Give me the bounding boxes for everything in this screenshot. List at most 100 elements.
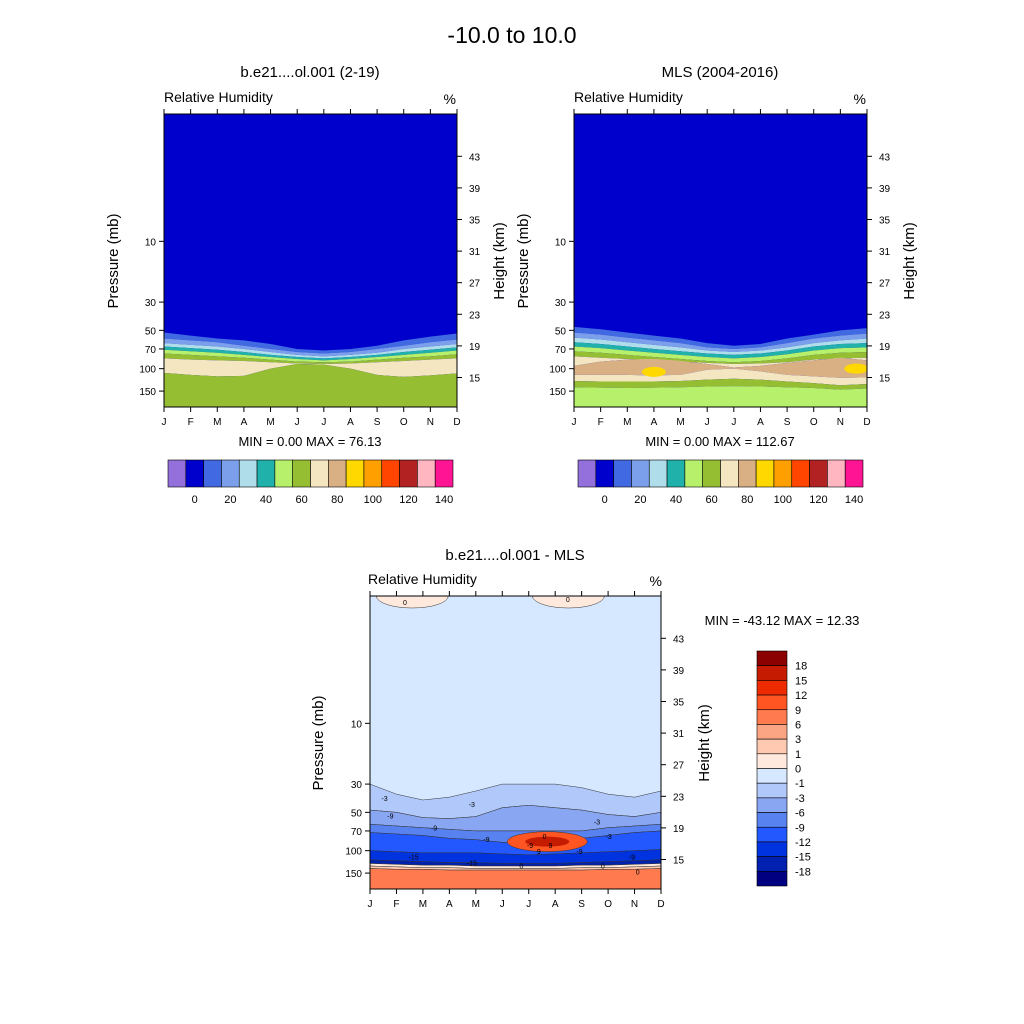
panel-model-colorbar-label: 80 (331, 494, 343, 506)
panel-diff-band (370, 868, 661, 889)
panel-diff: b.e21....ol.001 - MLS Relative Humidity … (310, 547, 859, 910)
panel-diff-colorbar-swatch (756, 709, 788, 725)
panel-diff-colorbar-swatch (756, 812, 788, 828)
panel-obs-height-tick-label: 15 (879, 374, 891, 385)
panel-model-colorbar-label: 100 (364, 494, 382, 506)
panel-diff-contour-label: 9 (548, 843, 552, 850)
panel-model-colorbar-swatch (328, 459, 347, 488)
panel-model-colorbar-swatch (434, 459, 454, 488)
panel-diff-top-lobe (376, 596, 449, 609)
panel-diff-feature-core (525, 836, 570, 847)
panel-diff-colorbar-label: -12 (795, 837, 811, 849)
panel-obs-colorbar-swatch (666, 459, 686, 488)
panel-model-height-tick-label: 19 (469, 342, 481, 353)
panel-diff-x-tick-label: M (472, 899, 480, 910)
panel-model-height-tick-label: 15 (469, 374, 481, 385)
panel-diff-ylabel-right: Height (km) (696, 704, 713, 782)
panel-obs-colorbar-swatch (720, 459, 739, 488)
panel-obs-x-tick-label: S (784, 417, 791, 428)
panel-obs-colorbar-swatch (631, 459, 650, 488)
panel-obs-colorbar-swatch (844, 459, 864, 488)
panel-diff-colorbar-label: -15 (795, 852, 811, 864)
panel-obs-x-tick-label: M (623, 417, 631, 428)
panel-model-colorbar-swatch (256, 459, 276, 488)
panel-diff-height-tick-label: 23 (673, 792, 685, 803)
panel-obs-colorbar-label: 0 (602, 494, 608, 506)
panel-model-variable: Relative Humidity (164, 89, 273, 105)
panel-model-ylabel: Pressure (mb) (105, 213, 122, 308)
panel-obs-variable: Relative Humidity (574, 89, 683, 105)
panel-diff-contour-label: -9 (527, 843, 533, 850)
panel-diff-contour-label: 9 (537, 849, 541, 856)
panel-obs-height-tick-label: 35 (879, 215, 891, 226)
panel-diff-colorbar-label: 1 (795, 749, 801, 761)
panel-model-title: b.e21....ol.001 (2-19) (240, 64, 379, 81)
panel-obs-x-tick-label: A (757, 417, 764, 428)
panel-obs-ylabel: Pressure (mb) (515, 213, 532, 308)
panel-obs-maximum (844, 363, 867, 374)
panel-model-height-tick-label: 39 (469, 184, 481, 195)
panel-obs-colorbar-swatch (702, 459, 721, 488)
panel-model-colorbar-label: 120 (399, 494, 417, 506)
panel-model-colorbar-swatch (221, 459, 240, 488)
panel-obs-band (574, 337, 867, 355)
panel-diff-frame (369, 595, 662, 890)
panel-diff-height-tick-label: 27 (673, 761, 685, 772)
panel-obs-title: MLS (2004-2016) (662, 64, 779, 81)
panel-diff-contour-label: -15 (409, 855, 419, 862)
panel-obs-y-tick-label: 100 (549, 365, 566, 376)
panel-model-band (164, 332, 457, 354)
panel-diff-height-tick-label: 39 (673, 666, 685, 677)
panel-model-colorbar-swatch (345, 459, 365, 488)
panel-model-colorbar-swatch (203, 459, 222, 488)
panel-obs-x-tick-label: J (731, 417, 736, 428)
panel-model-y-tick-label: 70 (145, 345, 157, 356)
panel-model-band (164, 338, 457, 357)
panel-diff-colorbar-label: 6 (795, 719, 801, 731)
panel-model-y-tick-label: 10 (145, 237, 157, 248)
panel-diff-x-tick-label: J (368, 899, 373, 910)
panel-model-colorbar-swatch (399, 459, 418, 488)
panel-diff-colorbar-label: 3 (795, 734, 801, 746)
panel-model-colorbar-swatch (381, 459, 400, 488)
panel-obs-y-tick-label: 30 (555, 298, 567, 309)
panel-obs-height-tick-label: 27 (879, 279, 891, 290)
panel-obs-height-tick-label: 23 (879, 310, 891, 321)
panel-obs-x-tick-label: M (676, 417, 684, 428)
panel-obs-colorbar-label: 100 (774, 494, 792, 506)
panel-diff-colorbar-label: 0 (795, 764, 801, 776)
panel-model-band (164, 114, 457, 351)
panel-obs-colorbar-swatch (738, 459, 757, 488)
panel-model-colorbar-swatch (274, 459, 293, 488)
panel-model-colorbar-swatch (238, 459, 258, 488)
panel-obs-y-tick-label: 50 (555, 326, 567, 337)
panel-diff-ylabel: Pressure (mb) (310, 695, 327, 790)
panel-diff-title: b.e21....ol.001 - MLS (445, 547, 584, 564)
panel-obs-band (574, 378, 867, 390)
panel-model-height-tick-label: 31 (469, 247, 481, 258)
panel-obs-x-tick-label: N (837, 417, 844, 428)
panel-diff-minmax: MIN = -43.12 MAX = 12.33 (705, 613, 860, 628)
panel-obs-colorbar-swatch (684, 459, 703, 488)
panel-model-colorbar-label: 20 (224, 494, 236, 506)
panel-obs-y-tick-label: 150 (549, 387, 566, 398)
panel-obs-plot-area (574, 114, 867, 407)
panel-model-x-tick-label: O (400, 417, 408, 428)
panel-diff-colorbar-label: -6 (795, 808, 805, 820)
panel-diff-contour-label: -3 (594, 820, 600, 827)
panel-obs-minmax: MIN = 0.00 MAX = 112.67 (645, 434, 794, 449)
panel-model: b.e21....ol.001 (2-19) Relative Humidity… (105, 64, 508, 506)
panel-model-colorbar-swatch (185, 459, 204, 488)
panel-diff-top-lobe (532, 596, 605, 609)
panel-diff-colorbar-swatch (756, 738, 788, 755)
panel-model-colorbar-swatch (167, 459, 187, 488)
panel-model-colorbar-swatch (310, 459, 329, 488)
panel-obs-maximum (641, 366, 666, 377)
panel-model-y-tick-label: 100 (139, 365, 156, 376)
panel-diff-x-tick-label: F (393, 899, 399, 910)
panel-diff-plot-area (370, 596, 661, 889)
panel-model-height-tick-label: 35 (469, 215, 481, 226)
panel-diff-x-tick-label: N (631, 899, 638, 910)
panel-diff-x-tick-label: D (657, 899, 664, 910)
